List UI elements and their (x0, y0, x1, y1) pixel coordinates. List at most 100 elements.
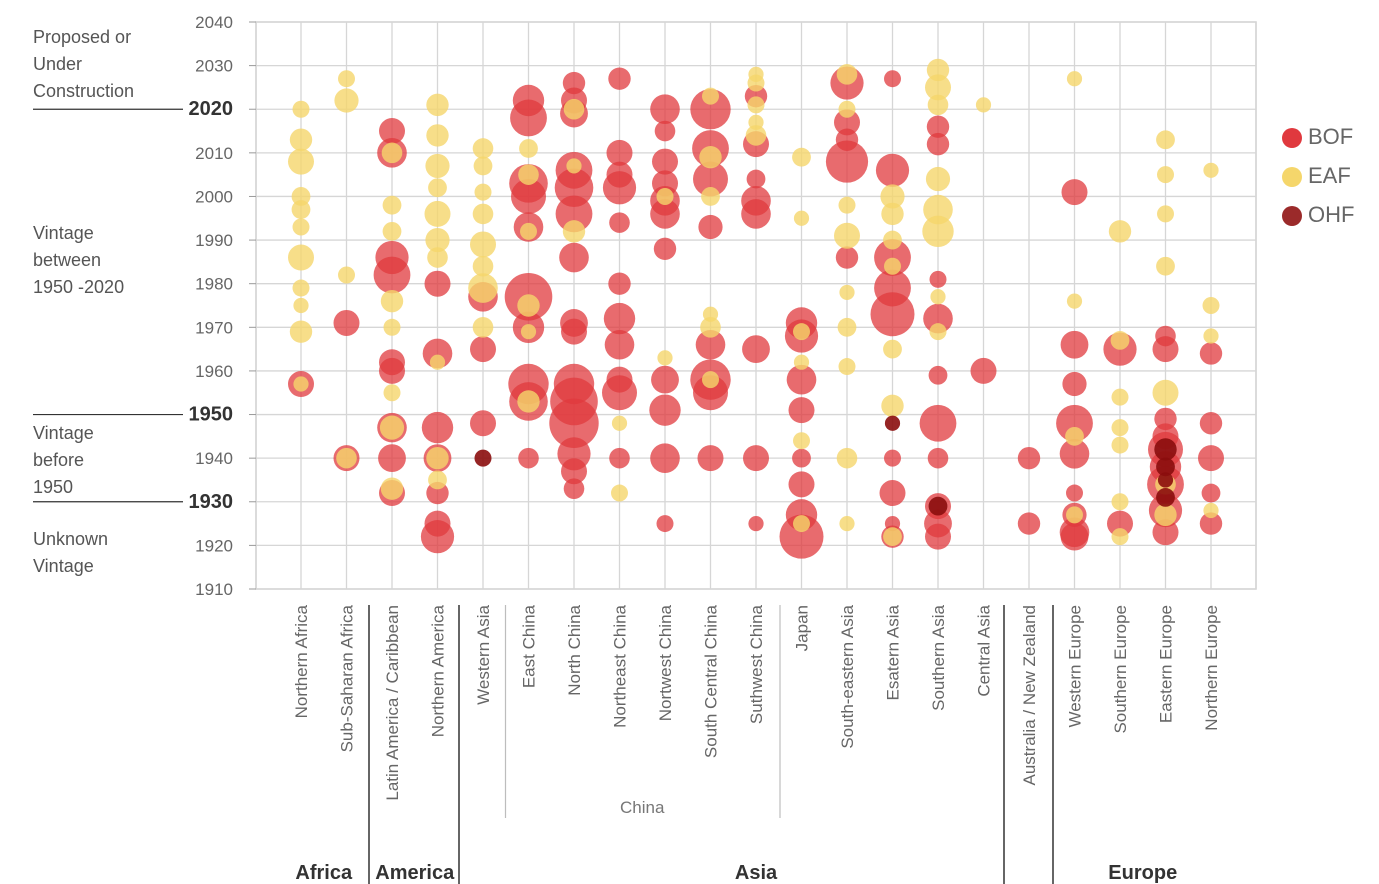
x-category-label: Southern Europe (1111, 605, 1130, 734)
marker-bof (650, 199, 680, 229)
marker-bof (1060, 522, 1089, 551)
x-category-label: Japan (793, 605, 812, 651)
marker-eaf (930, 289, 946, 305)
marker-eaf (880, 184, 905, 209)
marker-eaf (517, 294, 540, 317)
marker-eaf (428, 470, 447, 490)
marker-eaf (426, 124, 449, 147)
marker-eaf (293, 376, 309, 392)
marker-eaf (927, 94, 949, 116)
marker-bof (788, 397, 815, 424)
marker-eaf (836, 447, 858, 469)
marker-bof (1062, 371, 1087, 397)
china-group-label: China (620, 798, 665, 817)
marker-bof (792, 448, 811, 468)
region-groups: China Africa America Asia Europe (295, 605, 1177, 884)
marker-eaf (474, 183, 492, 201)
marker-ohf (1156, 488, 1175, 507)
marker-bof (1061, 179, 1088, 206)
marker-bof (379, 118, 405, 145)
x-category-label: Australia / New Zealand (1020, 605, 1039, 785)
marker-bof (926, 115, 950, 138)
marker-bof (554, 168, 594, 208)
annotation-line: Vintage (33, 556, 94, 576)
marker-eaf (566, 158, 582, 174)
x-category-label: North China (565, 604, 584, 695)
marker-eaf (380, 477, 404, 500)
annotation-line: Construction (33, 81, 135, 101)
marker-eaf (292, 279, 310, 297)
x-category-label: Northern America (429, 604, 448, 737)
marker-bof (511, 178, 546, 214)
marker-eaf (1111, 528, 1129, 546)
marker-bof (925, 523, 951, 550)
marker-bof (690, 89, 731, 130)
marker-eaf (975, 97, 992, 113)
marker-bof (609, 447, 630, 469)
marker-bof (927, 447, 949, 469)
marker-eaf (883, 527, 902, 547)
marker-eaf (839, 284, 855, 301)
marker-bof (743, 445, 769, 472)
region-group-label: Asia (735, 862, 778, 884)
y-tick-label: 1940 (195, 449, 233, 468)
marker-eaf (793, 210, 810, 226)
region-group-label: Africa (295, 862, 353, 884)
marker-bof (378, 444, 406, 473)
annotation-line: 1950 -2020 (33, 277, 125, 297)
y-tick-label: 2030 (195, 57, 233, 76)
marker-eaf (380, 289, 404, 313)
marker-bof (1198, 445, 1224, 472)
annotation-line: Under (33, 54, 83, 74)
marker-eaf (834, 222, 860, 249)
annotation-line: Unknown (33, 529, 109, 549)
marker-bof (746, 169, 766, 189)
marker-eaf (838, 100, 856, 118)
marker-eaf (472, 138, 494, 159)
marker-bof (748, 515, 764, 532)
marker-bof (825, 140, 869, 183)
marker-eaf (745, 125, 767, 146)
marker-eaf (338, 266, 355, 284)
marker-eaf (1110, 330, 1130, 350)
marker-eaf (1203, 502, 1219, 519)
marker-bof (970, 357, 997, 384)
marker-eaf (793, 432, 810, 450)
marker-eaf (702, 371, 719, 389)
marker-eaf (792, 147, 811, 167)
legend-marker (1282, 128, 1302, 148)
marker-eaf (291, 200, 311, 219)
marker-ohf (928, 496, 948, 516)
marker-eaf (383, 318, 401, 336)
marker-bof (884, 70, 901, 88)
marker-eaf (288, 244, 314, 271)
marker-eaf (562, 220, 586, 243)
annotation-line: Vintage (33, 223, 94, 243)
marker-bof (602, 375, 637, 411)
x-category-label: Central Asia (975, 604, 994, 696)
marker-eaf (701, 187, 720, 206)
legend-marker (1282, 206, 1302, 226)
y-tick-label: 1930 (189, 491, 234, 513)
marker-eaf (426, 93, 449, 117)
annotation-vintage-between: Vintage between 1950 -2020 (33, 220, 124, 301)
x-category-label: Esatern Asia (884, 604, 903, 700)
y-tick-label: 2020 (189, 98, 234, 120)
marker-bof (650, 443, 680, 473)
marker-eaf (1152, 379, 1179, 406)
x-category-label: Nortwest China (656, 604, 675, 721)
marker-bof (561, 458, 587, 485)
x-category-label: South Central China (702, 604, 721, 758)
marker-eaf (1111, 388, 1129, 406)
marker-eaf (702, 87, 719, 105)
marker-eaf (1066, 293, 1083, 309)
marker-bof (1199, 342, 1223, 365)
marker-eaf (1111, 493, 1129, 511)
legend-label: BOF (1308, 124, 1354, 149)
y-tick-label: 1970 (195, 318, 233, 337)
marker-eaf (1065, 426, 1084, 446)
annotation-line: between (33, 250, 102, 270)
marker-bof (870, 292, 915, 337)
marker-eaf (428, 178, 447, 198)
